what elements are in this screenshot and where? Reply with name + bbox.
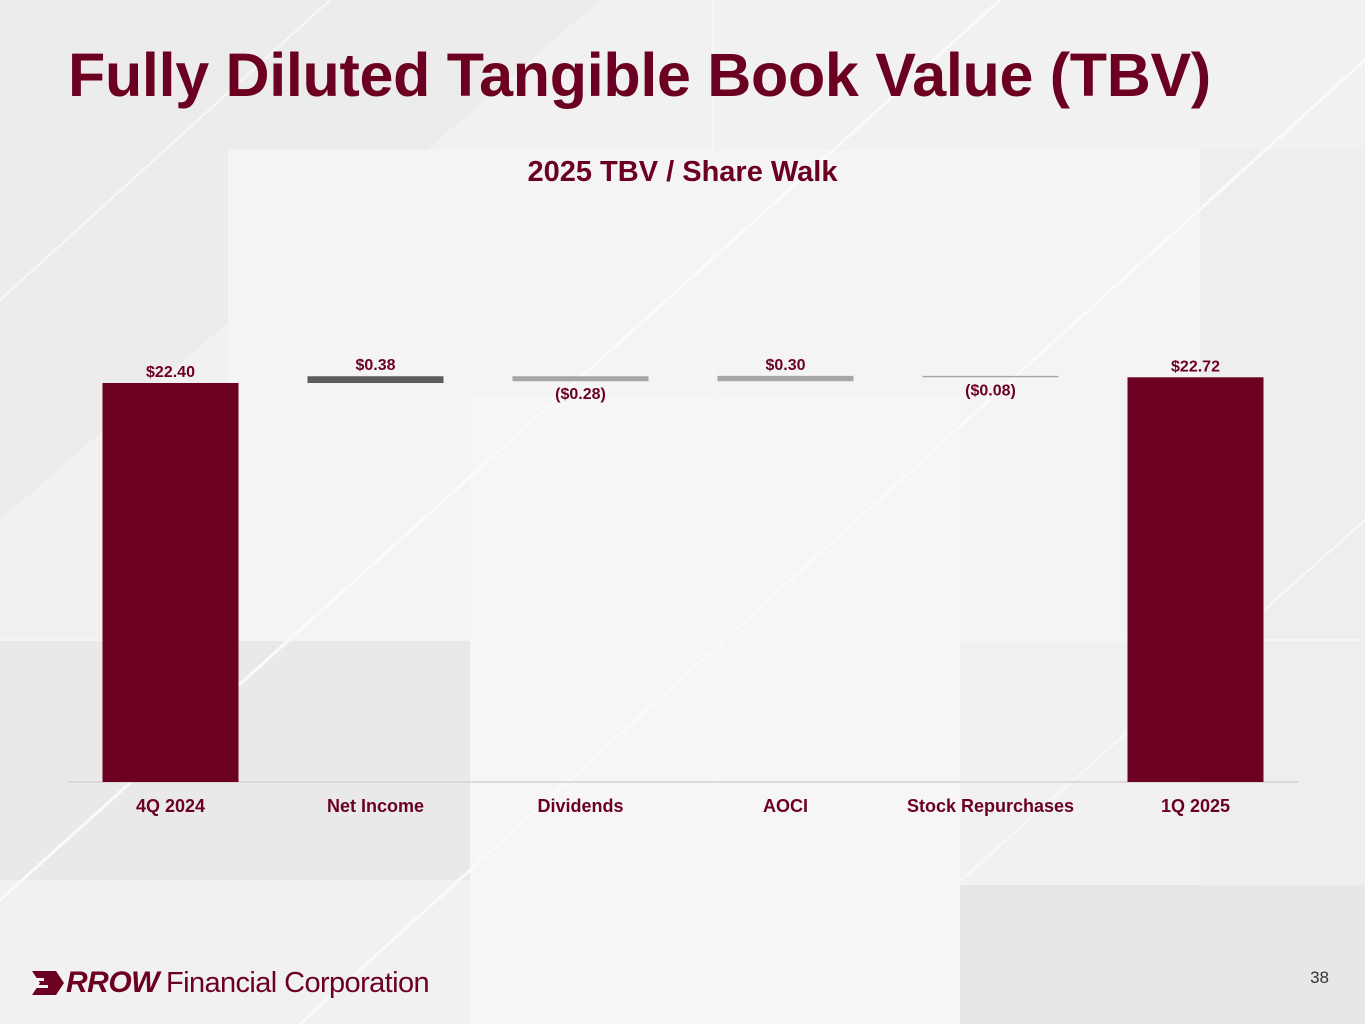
bar-1q-2025 (1127, 377, 1264, 782)
bar-stock-repurchases (922, 375, 1059, 378)
data-label: $22.72 (1171, 358, 1220, 375)
logo-wordmark: RROW (66, 966, 159, 999)
logo-company-name: Financial Corporation (165, 966, 430, 999)
data-label: ($0.28) (555, 386, 606, 403)
data-label: $0.38 (355, 357, 395, 374)
company-logo: RROW Financial Corporation (26, 966, 430, 1000)
bar-net-income (307, 376, 444, 383)
data-label: $0.30 (765, 357, 805, 374)
chart-title: 2025 TBV / Share Walk (527, 156, 838, 188)
data-label: $22.40 (146, 364, 195, 381)
bar-dividends (512, 376, 649, 382)
slide-title: Fully Diluted Tangible Book Value (TBV) (68, 41, 1211, 109)
bar-4q-2024 (102, 383, 239, 782)
x-tick-label: Stock Repurchases (907, 796, 1074, 816)
data-label: ($0.08) (965, 382, 1016, 399)
x-tick-label: 1Q 2025 (1161, 796, 1230, 816)
bar-aoci (717, 375, 854, 382)
arrow-logo-icon (26, 971, 64, 995)
x-tick-label: Net Income (327, 796, 424, 816)
x-tick-label: 4Q 2024 (136, 796, 205, 816)
x-tick-label: Dividends (537, 796, 623, 816)
x-tick-label: AOCI (763, 796, 808, 816)
page-number: 38 (1310, 968, 1329, 987)
